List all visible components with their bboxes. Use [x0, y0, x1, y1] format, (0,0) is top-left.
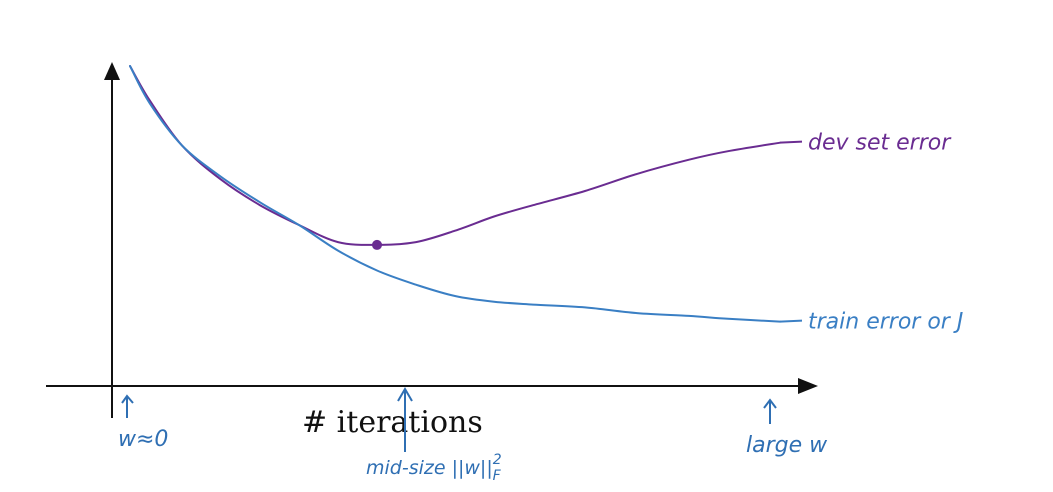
annotation-middle-superscript: 2 [493, 452, 502, 468]
annotation-middle-main: mid-size ||w|| [366, 457, 493, 479]
series-line-1 [129, 65, 781, 246]
annotation-middle: mid-size ||w||2 F [366, 387, 502, 484]
series-line-tail-1 [779, 140, 803, 144]
axes [46, 62, 818, 418]
minimum-point-marker [372, 239, 382, 250]
series-label-layer: dev set error train error or J [808, 131, 963, 335]
up-arrow-icon [121, 394, 134, 418]
annotation-left-text: w≈0 [118, 427, 168, 452]
up-arrow-icon [397, 387, 413, 452]
annotation-left: w≈0 [118, 394, 168, 452]
x-axis-label: # iterations [302, 405, 483, 440]
annotation-middle-subscript: F [493, 468, 502, 484]
up-arrow-icon [763, 398, 777, 424]
series-label-1: dev set error [808, 131, 952, 156]
annotation-right: large w [746, 398, 828, 458]
annotation-right-text: large w [746, 433, 828, 458]
series-line-tail-2 [779, 319, 803, 323]
annotation-middle-text: mid-size ||w||2 F [366, 452, 502, 484]
series-layer [129, 65, 803, 323]
series-label-2: train error or J [808, 310, 963, 335]
series-line-2 [129, 65, 781, 323]
y-axis-arrowhead [104, 62, 120, 80]
annotations: w≈0 mid-size ||w||2 F large w [118, 387, 828, 484]
x-axis-arrowhead [798, 378, 818, 394]
